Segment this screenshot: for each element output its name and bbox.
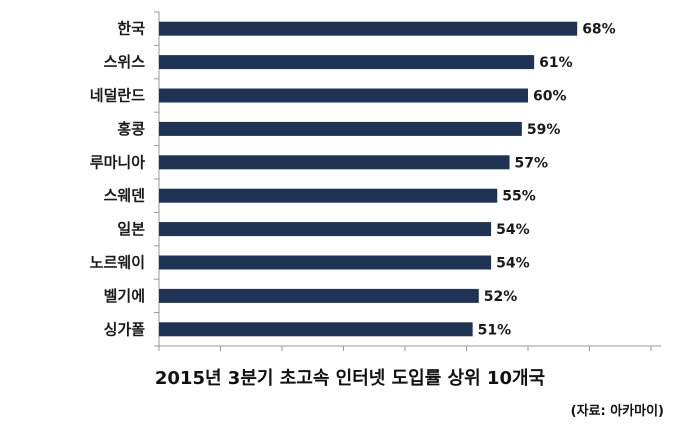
bar [159,288,479,303]
category-label: 일본 [117,220,145,238]
data-label: 52% [484,289,518,305]
data-label: 59% [527,122,561,138]
category-label: 한국 [117,20,145,38]
bar [159,55,535,70]
bar [159,21,578,36]
data-label: 54% [496,222,530,238]
data-label: 68% [582,22,616,38]
category-label: 노르웨이 [90,254,145,272]
category-label: 네덜란드 [90,87,145,105]
bar [159,188,498,203]
bar [159,255,492,270]
category-label: 싱가폴 [104,320,146,338]
category-label: 스웨덴 [104,187,145,205]
data-label: 57% [515,155,549,171]
category-label: 벨기에 [104,287,145,305]
data-label: 51% [478,322,512,338]
bar [159,222,492,237]
category-label: 홍콩 [117,120,145,138]
data-label: 54% [496,256,530,272]
bar [159,155,510,170]
chart-title: 2015년 3분기 초고속 인터넷 도입률 상위 10개국 [154,368,546,389]
data-label: 60% [533,89,567,105]
bar [159,88,528,103]
chart-source: (자료: 아카마이) [570,404,664,419]
bar [159,121,522,136]
bar [159,322,473,337]
category-label: 루마니아 [90,153,145,171]
category-label: 스위스 [104,53,146,71]
data-label: 61% [539,55,573,71]
data-label: 55% [502,189,536,205]
